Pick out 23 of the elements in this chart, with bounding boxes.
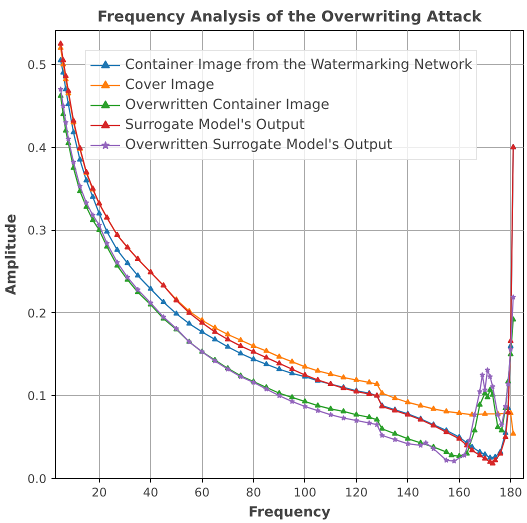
legend-label: Overwritten Container Image: [125, 97, 330, 113]
y-tick-label: 0.1: [27, 389, 47, 404]
x-tick-label: 120: [344, 486, 368, 500]
x-tick-label: 20: [92, 486, 107, 500]
legend-label: Surrogate Model's Output: [125, 117, 305, 133]
x-tick-label: 40: [143, 486, 158, 500]
legend-label: Cover Image: [125, 77, 214, 93]
x-tick-label: 80: [246, 486, 262, 500]
x-tick-label: 160: [448, 486, 471, 500]
x-tick-label: 180: [499, 486, 522, 500]
y-tick-label: 0.3: [27, 224, 47, 238]
legend-label: Overwritten Surrogate Model's Output: [125, 137, 392, 153]
y-tick-label: 0.2: [27, 306, 47, 320]
y-tick-label: 0.0: [27, 472, 47, 486]
x-axis-title: Frequency: [248, 504, 330, 520]
y-tick-label: 0.4: [27, 140, 47, 155]
y-tick-label: 0.5: [27, 58, 47, 72]
y-axis-title: Amplitude: [3, 214, 20, 296]
x-tick-label: 60: [194, 486, 210, 500]
x-tick-label: 100: [293, 486, 316, 500]
x-tick-label: 140: [396, 486, 420, 500]
chart-title: Frequency Analysis of the Overwriting Attack: [97, 8, 483, 26]
legend-label: Container Image from the Watermarking Network: [125, 57, 472, 73]
